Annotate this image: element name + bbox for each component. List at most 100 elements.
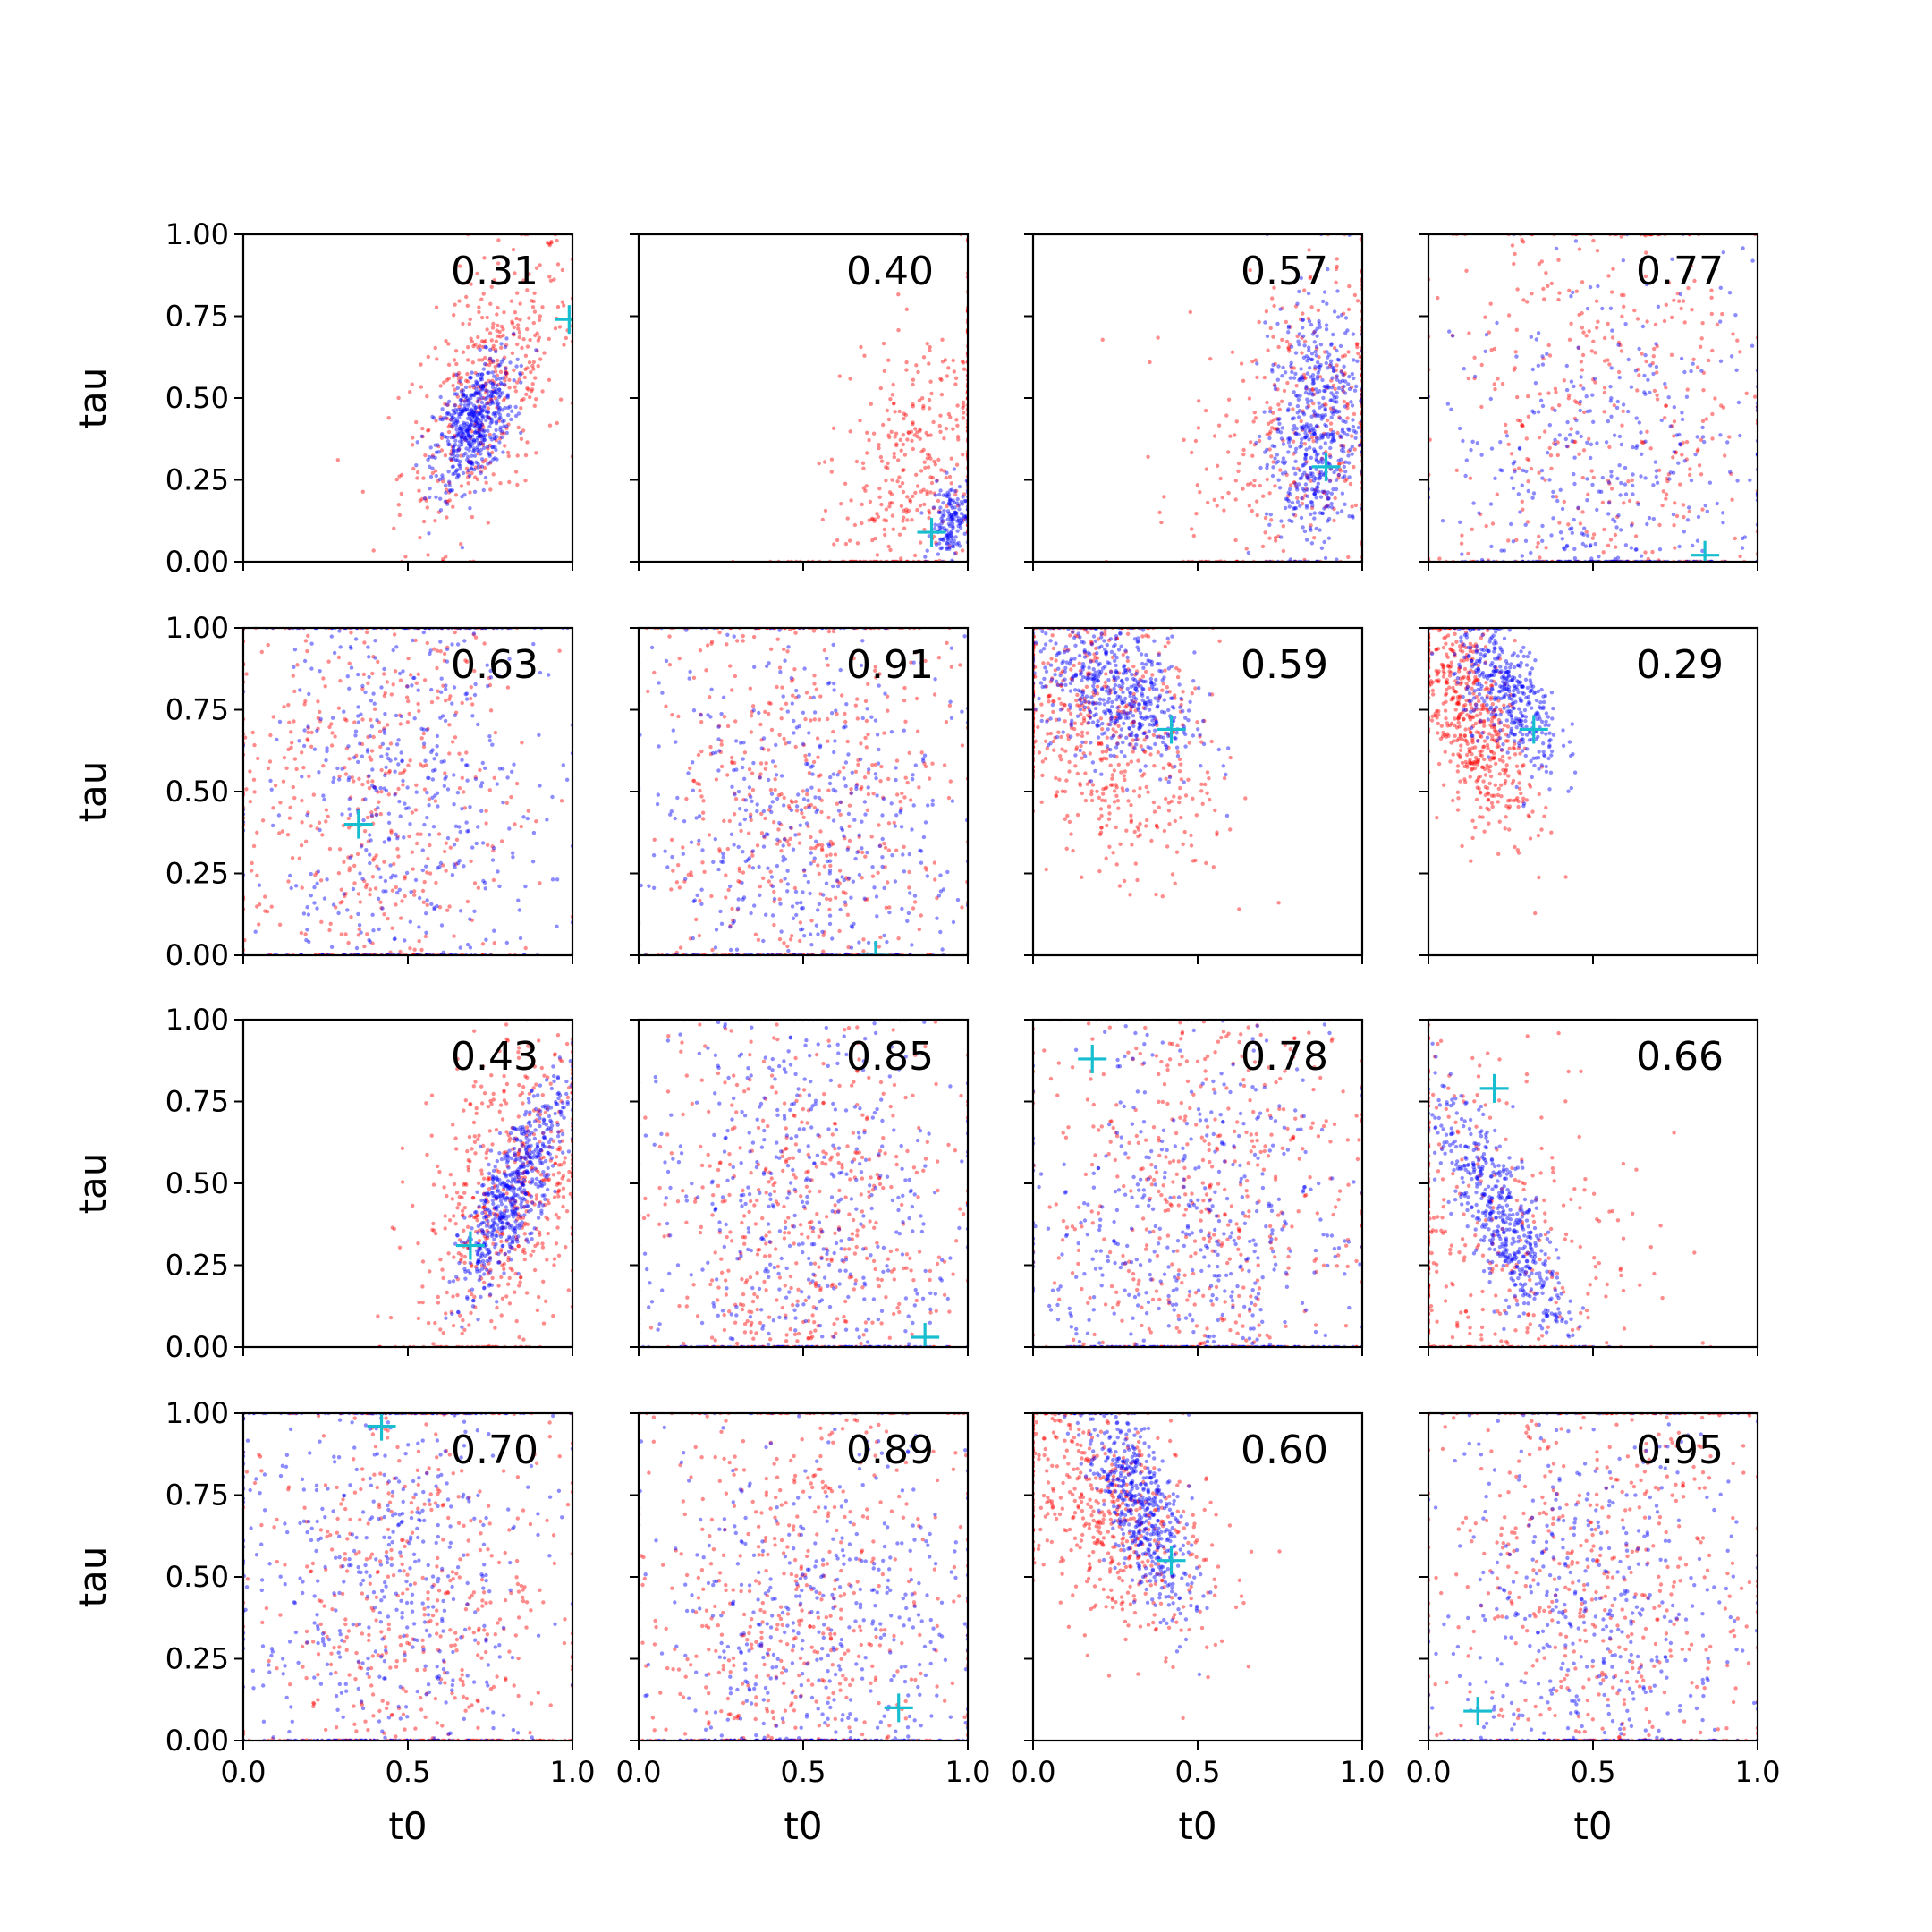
blue-point: [444, 500, 447, 504]
red-point: [1527, 458, 1530, 462]
blue-point: [1341, 419, 1344, 423]
red-point: [816, 756, 819, 759]
red-point: [1549, 467, 1553, 470]
blue-point: [307, 940, 310, 944]
blue-point: [1600, 307, 1604, 310]
blue-point: [476, 436, 479, 439]
red-point: [520, 741, 523, 744]
red-point: [528, 360, 531, 364]
red-point: [518, 318, 521, 321]
blue-point: [1682, 530, 1686, 533]
red-point: [490, 338, 494, 342]
red-point: [523, 479, 527, 482]
red-point: [1586, 493, 1589, 496]
red-point: [557, 649, 561, 653]
blue-point: [464, 820, 468, 824]
red-point: [356, 852, 360, 856]
blue-point: [1258, 435, 1261, 438]
red-point: [758, 723, 762, 726]
red-point: [1233, 433, 1236, 436]
blue-point: [874, 718, 877, 722]
red-point: [928, 453, 931, 457]
red-point: [1303, 442, 1307, 445]
red-point: [777, 733, 781, 737]
blue-point: [446, 470, 450, 473]
y-tick-label: 0.00: [165, 545, 229, 579]
blue-point: [1314, 496, 1318, 499]
red-point: [1157, 511, 1161, 514]
blue-point: [1730, 354, 1733, 358]
red-point: [899, 438, 902, 442]
blue-point: [1329, 360, 1333, 363]
red-point: [803, 754, 807, 758]
red-point: [701, 799, 705, 802]
red-point: [398, 772, 402, 775]
red-point: [293, 757, 297, 760]
red-point: [252, 778, 256, 782]
red-point: [555, 239, 558, 242]
red-point: [288, 817, 292, 820]
blue-point: [491, 359, 495, 362]
red-point: [306, 634, 309, 638]
red-point: [747, 832, 750, 835]
blue-point: [324, 758, 327, 762]
red-point: [420, 427, 424, 430]
red-point: [775, 685, 778, 689]
blue-point: [360, 754, 364, 758]
red-point: [897, 475, 901, 479]
red-point: [1352, 465, 1355, 469]
blue-point: [494, 428, 497, 432]
blue-point: [1579, 400, 1582, 403]
red-point: [347, 869, 351, 872]
blue-point: [1284, 370, 1287, 374]
blue-point: [278, 720, 282, 724]
red-point: [1197, 399, 1200, 402]
red-point: [1228, 435, 1232, 438]
red-point: [1723, 453, 1726, 457]
blue-point: [1609, 415, 1613, 419]
blue-point: [1297, 343, 1301, 346]
blue-point: [443, 435, 446, 438]
red-point: [414, 420, 418, 424]
blue-point: [397, 800, 401, 803]
blue-point: [480, 465, 484, 469]
blue-point: [1571, 439, 1574, 443]
red-point: [883, 528, 886, 531]
blue-point: [478, 411, 481, 414]
red-point: [525, 366, 529, 369]
blue-point: [1609, 307, 1613, 310]
blue-point: [1309, 375, 1312, 378]
blue-point: [854, 787, 858, 791]
red-point: [411, 436, 414, 439]
blue-point: [1286, 450, 1290, 453]
red-point: [945, 641, 948, 645]
red-point: [267, 643, 270, 647]
blue-point: [422, 823, 426, 826]
red-point: [352, 881, 356, 885]
red-point: [382, 860, 386, 864]
blue-point: [1323, 389, 1326, 393]
blue-point: [1294, 447, 1298, 451]
blue-point: [1493, 477, 1496, 480]
red-point: [1700, 321, 1704, 325]
blue-point: [460, 758, 463, 762]
blue-point: [491, 394, 495, 398]
y-axis-label: tau: [71, 761, 114, 823]
red-point: [1603, 336, 1606, 340]
red-point: [770, 728, 774, 732]
blue-point: [1500, 469, 1504, 472]
red-point: [1261, 495, 1265, 498]
blue-point: [516, 358, 520, 361]
blue-point: [1315, 485, 1318, 488]
red-point: [526, 387, 530, 391]
red-point: [892, 528, 895, 531]
red-point: [1268, 406, 1272, 410]
red-point: [426, 903, 429, 907]
blue-point: [1634, 369, 1638, 372]
red-point: [911, 447, 915, 451]
blue-point: [357, 720, 360, 724]
red-point: [883, 533, 886, 537]
blue-point: [1329, 343, 1333, 347]
blue-point: [1479, 453, 1483, 457]
blue-point: [1518, 447, 1521, 451]
